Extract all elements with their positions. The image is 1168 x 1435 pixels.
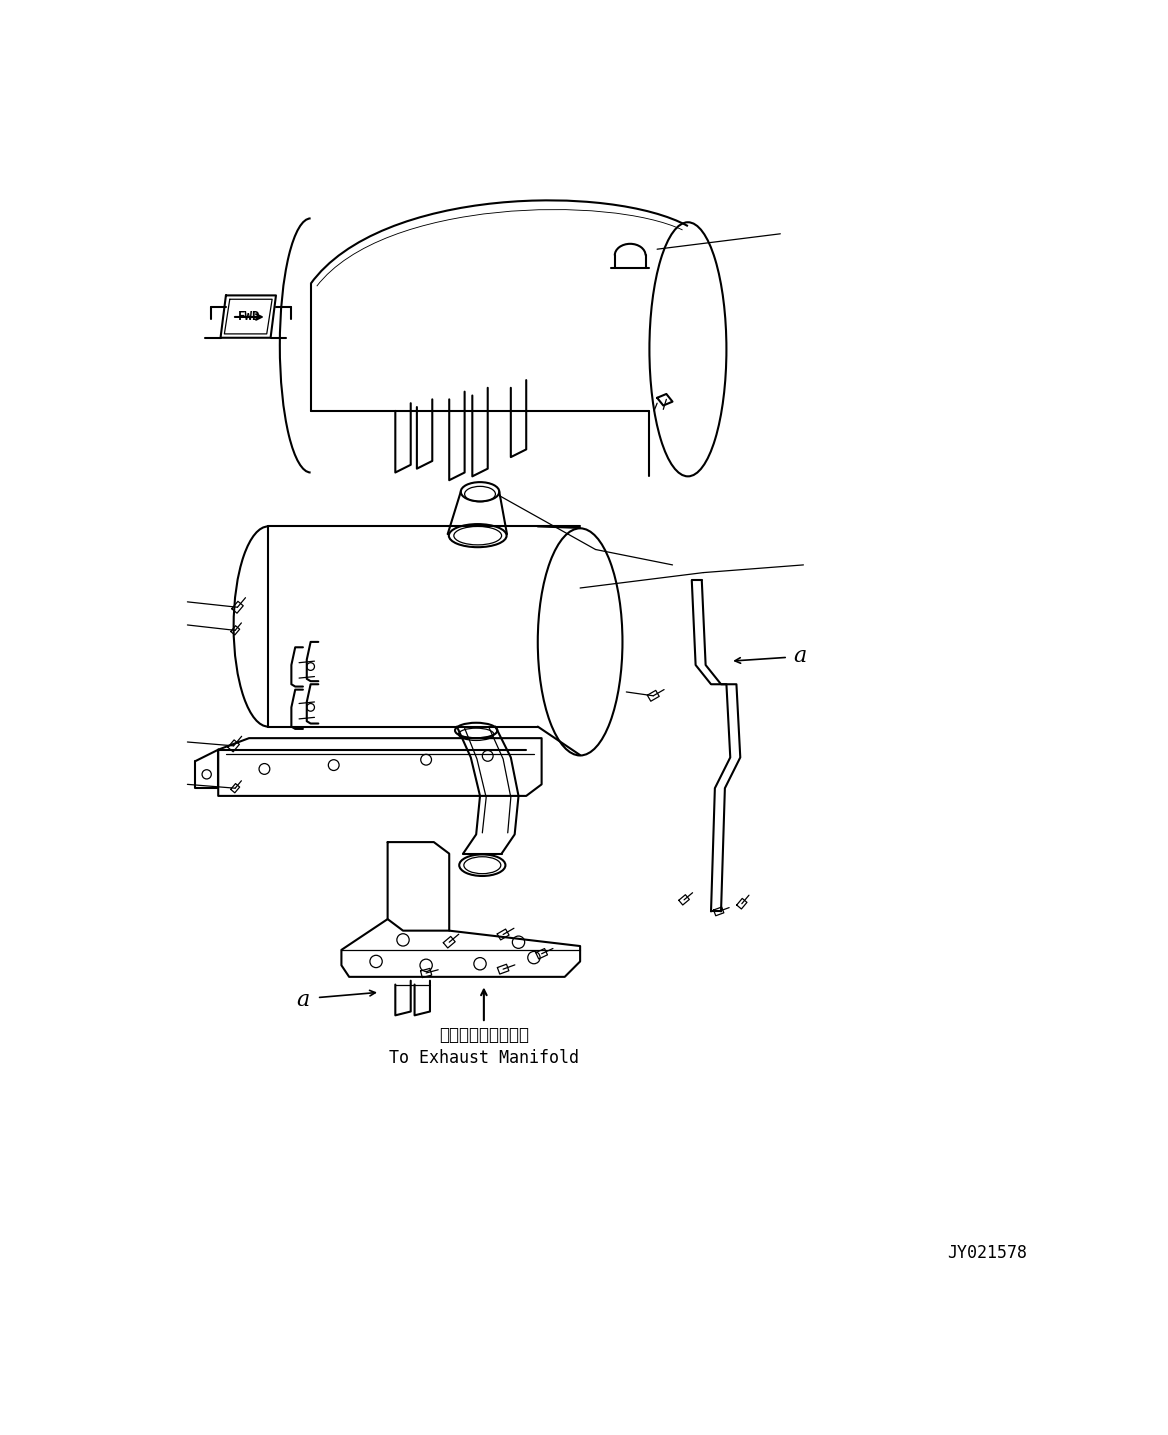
Text: 排気マニホールドへ: 排気マニホールドへ — [439, 1026, 529, 1043]
Text: FWD: FWD — [238, 310, 260, 323]
Text: a: a — [297, 989, 310, 1010]
Text: JY021578: JY021578 — [947, 1244, 1027, 1261]
Text: To Exhaust Manifold: To Exhaust Manifold — [389, 1049, 579, 1066]
Text: a: a — [793, 644, 806, 667]
